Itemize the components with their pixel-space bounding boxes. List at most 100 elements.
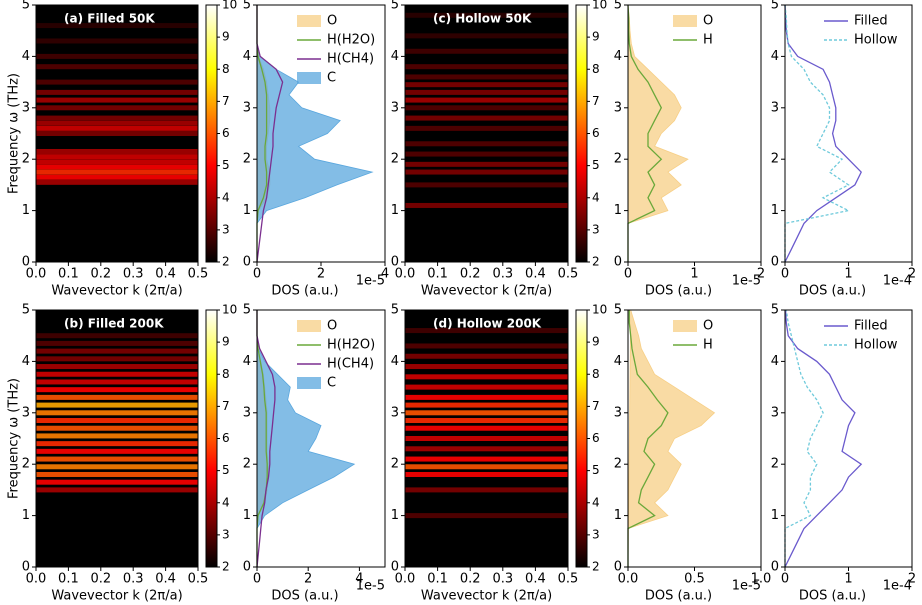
y-tick-label: 3 [22, 100, 30, 115]
legend-label: Hollow [854, 33, 898, 48]
colorbar-tick-label: 2 [222, 560, 230, 574]
x-tick-label: 0.3 [123, 572, 144, 587]
x-tick-label: 0.2 [90, 572, 111, 587]
x-tick-label: 0 [781, 267, 789, 282]
legend-label: H(CH4) [327, 357, 374, 372]
y-tick-label: 2 [614, 457, 622, 472]
x-tick-label: 4 [381, 267, 389, 282]
y-tick-label: 4 [243, 49, 251, 64]
x-tick-label: 1.0 [751, 572, 772, 587]
dos-line [627, 4, 663, 262]
heatmap-band [405, 471, 568, 477]
x-tick-label: 0.4 [155, 267, 176, 282]
x-tick-label: 0.1 [427, 572, 448, 587]
x-axis-label: Wavevector k (2π/a) [51, 589, 182, 604]
heatmap-band [405, 151, 568, 157]
heatmap-band [36, 425, 198, 431]
x-tick-label: 2 [908, 267, 916, 282]
y-tick-label: 1 [243, 508, 251, 523]
dos-line [784, 309, 824, 567]
colorbar-tick-label: 6 [592, 431, 600, 445]
x-offset-label: 1e-5 [356, 274, 385, 289]
y-tick-label: 5 [22, 303, 30, 318]
x-axis-label: Wavevector k (2π/a) [421, 589, 552, 604]
y-tick-label: 4 [391, 354, 399, 369]
heatmap-band [36, 97, 198, 103]
legend-label: H [703, 338, 713, 353]
x-tick-label: 0 [781, 572, 789, 587]
panel-title: (c) Hollow 50K [433, 12, 532, 26]
y-tick-label: 3 [771, 405, 779, 420]
x-tick-label: 0 [253, 572, 261, 587]
legend-swatch [297, 72, 321, 84]
x-tick-label: 0.5 [684, 572, 705, 587]
y-tick-label: 3 [614, 405, 622, 420]
heatmap-band [36, 148, 198, 154]
heatmap-band [405, 328, 568, 334]
y-tick-label: 4 [391, 49, 399, 64]
y-tick-label: 2 [22, 457, 30, 472]
colorbar-tick-label: 4 [592, 495, 600, 509]
colorbar [575, 309, 588, 568]
x-tick-label: 2 [757, 267, 765, 282]
heatmap-band [405, 513, 568, 519]
heatmap-band [405, 82, 568, 88]
colorbar [205, 309, 218, 568]
y-tick-label: 1 [771, 203, 779, 218]
y-tick-label: 0 [614, 255, 622, 270]
panel-title: (b) Filled 200K [64, 317, 164, 331]
heatmap-band [36, 348, 198, 354]
heatmap-band [36, 364, 198, 370]
heatmap-band [405, 446, 568, 452]
heatmap-band [36, 89, 198, 95]
dos-line [784, 4, 851, 262]
colorbar-tick-label: 10 [592, 303, 607, 317]
x-axis-label: DOS (a.u.) [271, 284, 338, 299]
x-tick-label: 0.4 [525, 572, 546, 587]
heatmap-band [405, 353, 568, 359]
colorbar-tick-label: 7 [222, 399, 230, 413]
x-tick-label: 2 [908, 572, 916, 587]
y-tick-label: 1 [391, 203, 399, 218]
heatmap-band [36, 154, 198, 160]
heatmap-band [405, 464, 568, 470]
x-tick-label: 0.5 [558, 267, 579, 282]
colorbar-tick-label: 7 [222, 94, 230, 108]
x-tick-label: 0.0 [26, 572, 47, 587]
y-tick-label: 0 [391, 255, 399, 270]
x-tick-label: 1 [844, 267, 852, 282]
y-tick-label: 0 [243, 560, 251, 575]
heatmap-band [405, 182, 568, 188]
y-tick-label: 2 [771, 457, 779, 472]
y-tick-label: 0 [771, 560, 779, 575]
legend-label: Filled [854, 14, 888, 29]
colorbar-tick-label: 8 [222, 62, 230, 76]
colorbar-tick-label: 2 [592, 255, 600, 269]
colorbar-tick-label: 10 [592, 0, 607, 12]
y-tick-label: 0 [22, 255, 30, 270]
heatmap-band [405, 125, 568, 131]
x-axis-label: DOS (a.u.) [271, 589, 338, 604]
heatmap-band [405, 202, 568, 208]
colorbar-tick-label: 2 [592, 560, 600, 574]
legend-label: Hollow [854, 338, 898, 353]
y-tick-label: 5 [771, 303, 779, 318]
x-tick-label: 0.2 [90, 267, 111, 282]
dos-line [784, 4, 862, 263]
heatmap-band [36, 379, 198, 385]
heatmap-band [405, 115, 568, 121]
y-tick-label: 5 [243, 303, 251, 318]
y-tick-label: 3 [391, 100, 399, 115]
heatmap-background [405, 5, 568, 262]
dos-line [784, 309, 863, 568]
x-offset-label: 1e-5 [732, 274, 761, 289]
colorbar-tick-label: 8 [592, 367, 600, 381]
y-tick-label: 3 [243, 100, 251, 115]
y-tick-label: 5 [22, 0, 30, 13]
heatmap-band [36, 105, 198, 111]
dos-line [627, 310, 669, 567]
colorbar-tick-label: 3 [222, 527, 230, 541]
heatmap-band [405, 89, 568, 95]
y-axis-label: Frequency ω (THz) [7, 378, 22, 499]
x-tick-label: 0.0 [618, 572, 639, 587]
